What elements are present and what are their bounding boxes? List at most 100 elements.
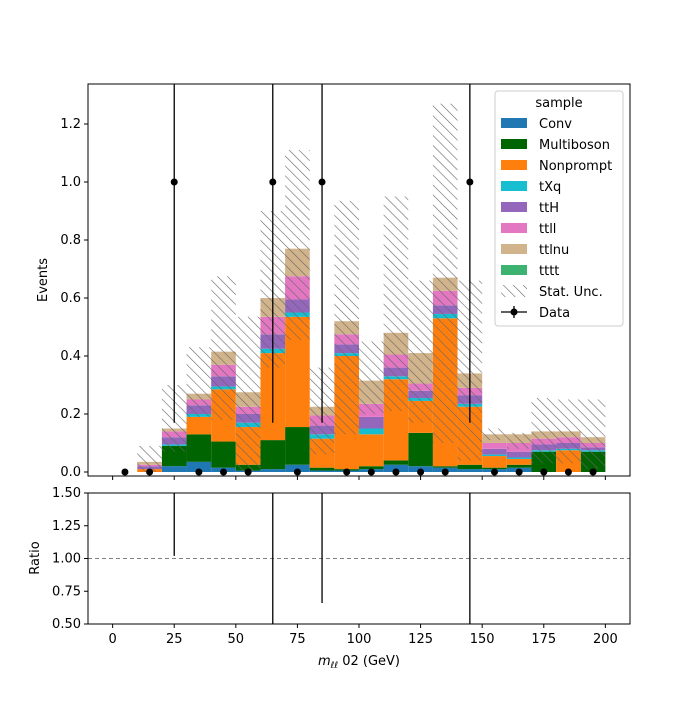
- stat-unc-band-14: [482, 428, 507, 441]
- main-ytick-label-5: 1.0: [60, 175, 81, 190]
- legend-label-6: ttlnu: [539, 243, 569, 258]
- bar-multiboson-7: [309, 467, 335, 471]
- ratio-xtick-label-5: 125: [408, 632, 433, 647]
- stat-unc-band-12: [432, 103, 458, 443]
- data-point-14: [466, 178, 474, 186]
- ratio-ytick-label-2: 1.00: [52, 552, 81, 567]
- ratio-axes-frame: [87, 492, 631, 625]
- bar-conv-10: [383, 464, 409, 472]
- ratio-xtick-label-2: 50: [228, 632, 245, 647]
- data-point-4: [220, 468, 227, 476]
- bar-tth-14: [482, 448, 507, 455]
- bar-multiboson-12: [432, 466, 458, 468]
- legend-label-9: Data: [539, 306, 570, 321]
- data-point-0: [121, 468, 129, 476]
- bar-conv-6: [285, 464, 310, 472]
- stat-unc-band-11: [408, 280, 433, 423]
- main-ytick-label-4: 0.8: [60, 233, 81, 248]
- legend: sample Conv Multiboson Nonprompt tXq ttH ttll…: [494, 90, 624, 327]
- ratio-ylabel: Ratio: [28, 541, 43, 574]
- legend-swatch-ttll: [501, 223, 527, 233]
- legend-swatch-multiboson: [501, 139, 527, 149]
- legend-label-8: Stat. Unc.: [539, 285, 603, 300]
- bar-conv-5: [260, 469, 286, 472]
- legend-swatch-tttt: [501, 265, 527, 275]
- data-point-5: [244, 468, 252, 476]
- stat-unc-band-0: [137, 445, 162, 472]
- ratio-ytick-label-0: 0.50: [52, 617, 81, 632]
- bar-multiboson-6: [285, 427, 310, 465]
- stat-unc-band-15: [506, 432, 532, 449]
- data-point-10: [367, 468, 375, 476]
- data-point-16: [515, 468, 523, 476]
- ratio-xtick-label-4: 100: [347, 632, 372, 647]
- stat-unc-band-3: [211, 276, 236, 420]
- main-ytick-label-3: 0.6: [60, 291, 81, 306]
- bar-multiboson-15: [506, 464, 532, 468]
- stat-unc-band-16: [531, 398, 557, 464]
- data-point-2: [170, 178, 178, 186]
- main-ytick-label-1: 0.2: [60, 407, 81, 422]
- bar-conv-13: [457, 469, 483, 472]
- bar-multiboson-3: [211, 441, 236, 468]
- data-point-19: [589, 468, 597, 476]
- data-point-11: [392, 468, 400, 476]
- data-point-15: [491, 468, 498, 476]
- stat-unc-band-6: [285, 150, 310, 341]
- legend-label-4: ttH: [539, 201, 559, 216]
- stat-unc-band-2: [186, 347, 212, 417]
- data-point-9: [343, 468, 351, 476]
- data-point-6: [269, 178, 277, 186]
- bar-nonprompt-15: [506, 458, 532, 465]
- legend-label-5: ttll: [539, 222, 556, 237]
- bar-tth-15: [506, 451, 532, 458]
- legend-label-7: tttt: [539, 264, 559, 279]
- legend-swatch-data-marker: [510, 308, 518, 316]
- data-point-3: [195, 468, 203, 476]
- main-plot: 0.0 0.2 0.4 0.6 0.8 1.0 1.2 Events: [36, 83, 631, 480]
- stat-unc-band-10: [383, 196, 409, 412]
- bar-txq-9: [359, 428, 384, 435]
- bar-nonprompt-9: [359, 434, 384, 467]
- legend-swatch-stat-unc: [501, 285, 527, 297]
- data-point-1: [146, 468, 154, 476]
- bar-multiboson-5: [260, 440, 286, 470]
- data-point-12: [417, 468, 425, 476]
- bar-conv-7: [309, 470, 335, 472]
- ratio-plot: 0.50 0.75 1.00 1.25 1.50 0 25 50 75 100 125 150 175…: [28, 486, 631, 671]
- data-point-7: [293, 468, 301, 476]
- legend-label-1: Multiboson: [539, 138, 610, 153]
- legend-swatch-nonprompt: [501, 160, 527, 170]
- ratio-xtick-label-0: 0: [108, 632, 116, 647]
- bar-ttll-14: [482, 443, 507, 449]
- main-ytick-label-2: 0.4: [60, 349, 81, 364]
- ratio-xtick-label-3: 75: [289, 632, 306, 647]
- legend-swatch-ttlnu: [501, 244, 527, 254]
- stat-unc-band-8: [334, 200, 359, 435]
- main-ytick-label-0: 0.0: [60, 465, 81, 480]
- bar-txq-15: [506, 457, 532, 459]
- bar-conv-2: [186, 461, 212, 472]
- stat-unc-band-18: [580, 399, 606, 470]
- bar-multiboson-11: [408, 432, 433, 467]
- legend-swatch-tth: [501, 202, 527, 212]
- bar-multiboson-13: [457, 464, 483, 470]
- ratio-ytick-label-1: 0.75: [52, 584, 81, 599]
- bar-nonprompt-14: [482, 456, 507, 468]
- data-point-17: [540, 468, 548, 476]
- bar-multiboson-14: [482, 467, 507, 470]
- bar-multiboson-10: [383, 460, 409, 465]
- data-point-18: [564, 468, 572, 476]
- ratio-xtick-label-8: 200: [593, 632, 618, 647]
- ratio-ytick-label-3: 1.25: [52, 519, 81, 534]
- legend-swatch-txq: [501, 181, 527, 191]
- bar-multiboson-9: [359, 466, 384, 470]
- legend-swatch-conv: [501, 118, 527, 128]
- data-point-13: [441, 468, 449, 476]
- ratio-ytick-label-4: 1.50: [52, 486, 81, 501]
- bar-multiboson-2: [186, 434, 212, 462]
- ratio-xtick-label-1: 25: [166, 632, 183, 647]
- ratio-xtick-label-6: 150: [470, 632, 495, 647]
- ratio-xlabel: mℓℓ 02 (GeV): [318, 654, 400, 671]
- bar-conv-1: [161, 466, 187, 472]
